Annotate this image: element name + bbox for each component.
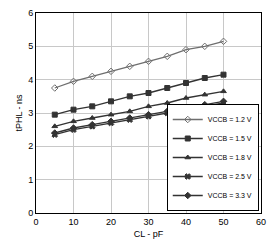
svg-text:VCCB = 3.3 V: VCCB = 3.3 V (208, 192, 252, 199)
svg-text:20: 20 (106, 217, 116, 227)
svg-text:2: 2 (28, 141, 33, 151)
svg-text:6: 6 (28, 8, 33, 18)
svg-text:VCCB = 1.8 V: VCCB = 1.8 V (208, 154, 252, 161)
svg-text:3: 3 (28, 108, 33, 118)
svg-text:CL - pF: CL - pF (134, 229, 164, 239)
svg-text:5: 5 (28, 41, 33, 51)
svg-text:50: 50 (218, 217, 228, 227)
svg-text:4: 4 (28, 75, 33, 85)
svg-text:VCCB = 1.2 V: VCCB = 1.2 V (208, 116, 252, 123)
svg-text:10: 10 (68, 217, 78, 227)
svg-text:60: 60 (256, 217, 266, 227)
svg-text:tPHL - ns: tPHL - ns (14, 94, 24, 132)
svg-text:VCCB = 1.5 V: VCCB = 1.5 V (208, 135, 252, 142)
svg-text:0: 0 (33, 217, 38, 227)
svg-text:0: 0 (28, 208, 33, 218)
svg-text:VCCB = 2.5 V: VCCB = 2.5 V (208, 173, 252, 180)
svg-text:1: 1 (28, 175, 33, 185)
svg-text:30: 30 (143, 217, 153, 227)
svg-text:40: 40 (181, 217, 191, 227)
